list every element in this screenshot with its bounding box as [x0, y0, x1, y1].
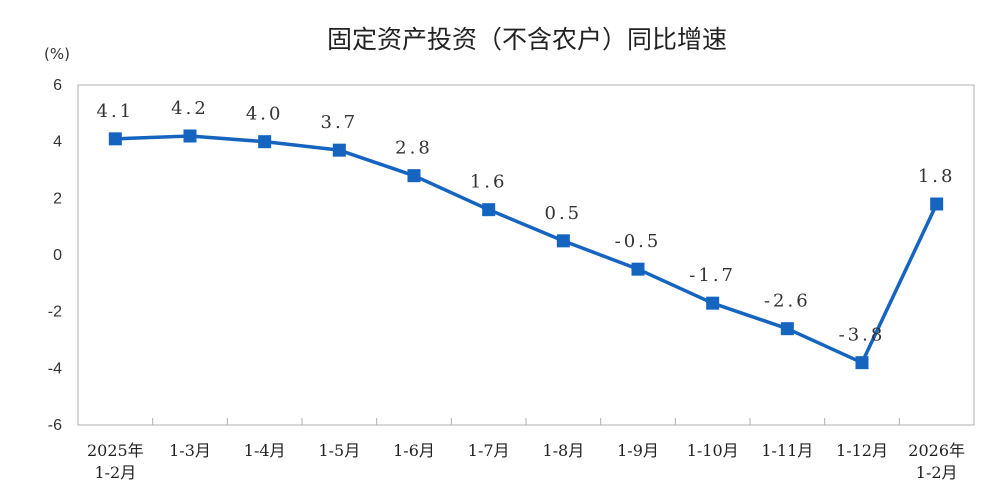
y-tick-label: 4	[53, 134, 62, 151]
y-tick-label: 2	[53, 190, 62, 207]
series-line	[108, 129, 944, 370]
y-tick-label: 0	[53, 247, 62, 264]
data-point-marker	[930, 197, 944, 211]
data-label: 4.1	[97, 101, 135, 122]
x-tick-label: 1-7月	[468, 441, 510, 460]
x-tick-label: 2026年	[908, 441, 965, 460]
data-label: -3.8	[839, 325, 886, 346]
data-point-marker	[332, 143, 346, 157]
x-tick-label: 2025年	[87, 441, 144, 460]
y-tick-label: -2	[48, 304, 62, 321]
x-tick-label: 1-9月	[617, 441, 659, 460]
data-point-marker	[780, 322, 794, 336]
x-axis: 2025年 1-2月 1-3月 1-4月 1-5月 1-6月 1-7月 1-8月 1-9月 1-1…	[87, 418, 965, 482]
series-path	[115, 134, 939, 365]
x-tick-label: 1-5月	[318, 441, 360, 460]
data-point-marker	[183, 129, 197, 143]
data-point-marker	[258, 135, 272, 149]
x-tick-label: 1-2月	[94, 463, 136, 482]
data-label: 4.2	[171, 98, 209, 119]
data-label: 3.7	[321, 112, 359, 133]
data-point-marker	[855, 356, 869, 370]
data-point-marker	[407, 169, 421, 183]
x-tick-label: 1-2月	[916, 463, 958, 482]
data-label: 1.6	[470, 172, 508, 193]
y-tick-label: -6	[48, 417, 62, 434]
data-label: -0.5	[615, 231, 662, 252]
data-label: -2.6	[764, 291, 811, 312]
data-point-marker	[556, 234, 570, 248]
data-label: 4.0	[246, 104, 284, 125]
data-point-marker	[482, 203, 496, 217]
data-point-marker	[631, 262, 645, 276]
data-label: 2.8	[395, 138, 433, 159]
x-tick-label: 1-6月	[393, 441, 435, 460]
data-labels: 4.1 4.2 4.0 3.7 2.8 1.6 0.5 -0.5 -1.7 -2.6 -3.8 1.8	[97, 98, 956, 346]
data-label: 1.8	[918, 166, 956, 187]
data-label: 0.5	[545, 203, 583, 224]
x-tick-label: 1-10月	[687, 441, 739, 460]
y-axis: 6 4 2 0 -2 -4 -6	[48, 77, 62, 434]
x-tick-label: 1-4月	[244, 441, 286, 460]
y-tick-label: 6	[53, 77, 62, 94]
x-tick-label: 1-12月	[836, 441, 888, 460]
data-point-marker	[706, 296, 720, 310]
x-tick-label: 1-3月	[169, 441, 211, 460]
data-label: -1.7	[689, 265, 736, 286]
y-tick-label: -4	[48, 360, 62, 377]
x-tick-label: 1-11月	[761, 441, 813, 460]
x-tick-label: 1-8月	[542, 441, 584, 460]
data-point-marker	[108, 132, 122, 146]
chart-title: 固定资产投资（不含农户）同比增速	[327, 25, 727, 54]
y-axis-unit-label: (%)	[44, 45, 70, 63]
